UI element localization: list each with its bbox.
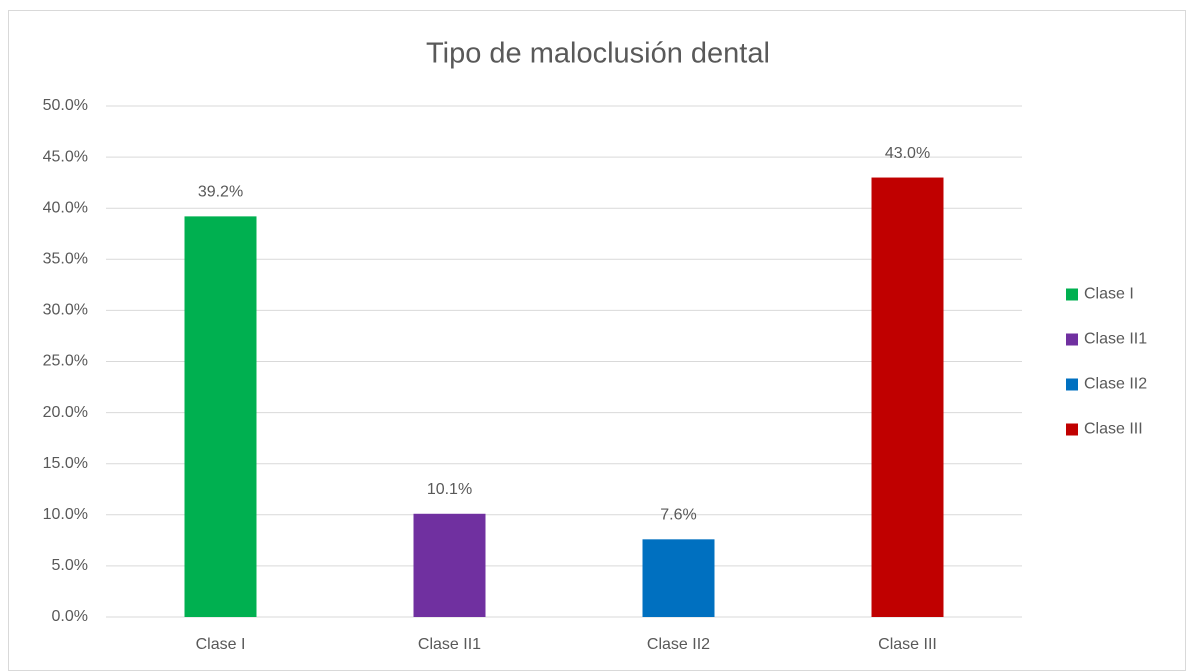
x-tick-label: Clase II2 bbox=[647, 636, 710, 653]
legend-swatch bbox=[1066, 378, 1078, 391]
y-tick-label: 5.0% bbox=[52, 557, 88, 574]
bar bbox=[413, 513, 486, 617]
y-tick-label: 0.0% bbox=[52, 608, 88, 625]
legend-swatch bbox=[1066, 333, 1078, 346]
y-tick-label: 30.0% bbox=[43, 302, 88, 319]
bar bbox=[184, 216, 257, 617]
y-tick-label: 35.0% bbox=[43, 251, 88, 268]
data-label: 10.1% bbox=[427, 481, 472, 498]
y-tick-label: 50.0% bbox=[43, 97, 88, 114]
x-tick-label: Clase II1 bbox=[418, 636, 481, 653]
y-tick-label: 45.0% bbox=[43, 148, 88, 165]
y-tick-label: 40.0% bbox=[43, 199, 88, 216]
chart-title: Tipo de maloclusión dental bbox=[426, 38, 770, 70]
legend-label: Clase II1 bbox=[1084, 331, 1147, 348]
y-tick-label: 10.0% bbox=[43, 506, 88, 523]
x-tick-label: Clase I bbox=[196, 636, 246, 653]
bar bbox=[642, 539, 715, 617]
y-tick-label: 25.0% bbox=[43, 353, 88, 370]
data-label: 39.2% bbox=[198, 184, 243, 201]
legend-label: Clase I bbox=[1084, 286, 1134, 303]
y-tick-label: 20.0% bbox=[43, 404, 88, 421]
x-tick-label: Clase III bbox=[878, 636, 937, 653]
legend-label: Clase II2 bbox=[1084, 376, 1147, 393]
y-tick-label: 15.0% bbox=[43, 455, 88, 472]
legend-swatch bbox=[1066, 288, 1078, 301]
legend-label: Clase III bbox=[1084, 421, 1143, 438]
bar bbox=[871, 177, 944, 618]
data-label: 43.0% bbox=[885, 145, 930, 162]
data-label: 7.6% bbox=[660, 507, 696, 524]
legend-swatch bbox=[1066, 423, 1078, 436]
